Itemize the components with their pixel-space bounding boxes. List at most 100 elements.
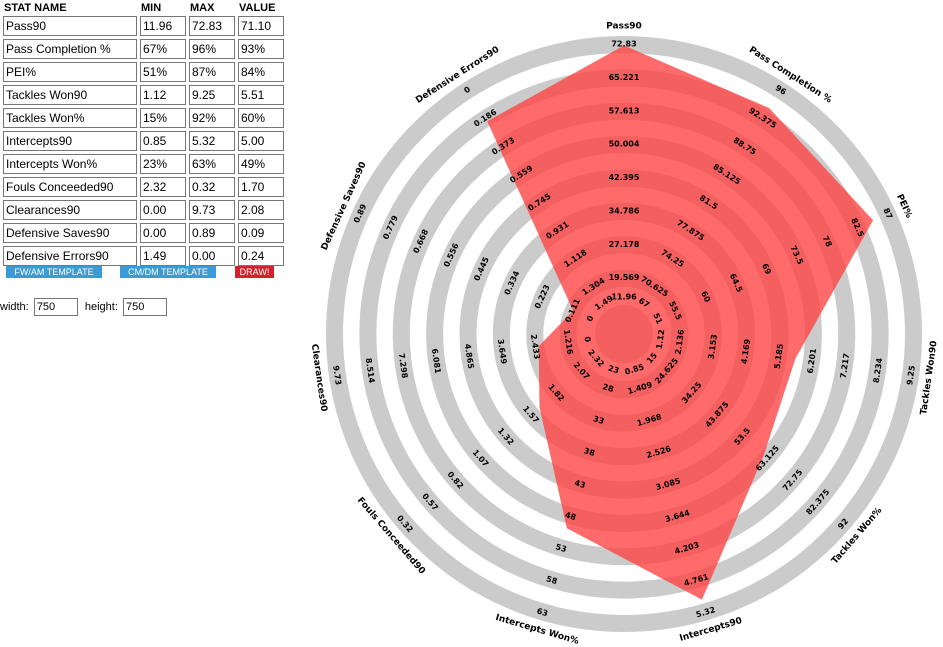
- table-cell: Tackles Won%: [3, 108, 137, 128]
- axis-tick-label: 7.217: [839, 353, 852, 379]
- table-cell: 87%: [189, 62, 235, 82]
- table-cell: 0.00: [140, 223, 186, 243]
- fw-am-template-button[interactable]: FW/AM TEMPLATE: [6, 266, 102, 278]
- max-input[interactable]: 87%: [189, 62, 235, 82]
- height-input[interactable]: 750: [122, 298, 167, 317]
- table-cell: 9.73: [189, 200, 235, 220]
- table-cell: 71.10: [238, 16, 284, 36]
- value-input[interactable]: 2.08: [238, 200, 284, 220]
- table-cell: 60%: [238, 108, 284, 128]
- min-input[interactable]: 1.12: [140, 85, 186, 105]
- axis-tick-label: 4.865: [463, 343, 476, 370]
- value-input[interactable]: 5.00: [238, 131, 284, 151]
- table-cell: 1.12: [140, 85, 186, 105]
- stat-name-input[interactable]: Intercepts90: [3, 131, 137, 151]
- stat-name-input[interactable]: Pass90: [3, 16, 137, 36]
- stat-name-input[interactable]: Fouls Conceeded90: [3, 177, 137, 197]
- table-cell: Clearances90: [3, 200, 137, 220]
- axis-tick-label: 7.298: [397, 353, 410, 380]
- max-input[interactable]: 72.83: [189, 16, 235, 36]
- stat-name-input[interactable]: PEI%: [3, 62, 137, 82]
- value-input[interactable]: 84%: [238, 62, 284, 82]
- axis-tick-label: 57.613: [609, 106, 640, 115]
- max-input[interactable]: 9.73: [189, 200, 235, 220]
- axis-tick-label: 5.185: [773, 343, 786, 370]
- max-input[interactable]: 63%: [189, 154, 235, 174]
- axis-tick-label: 8.514: [364, 357, 377, 384]
- stat-name-input[interactable]: Defensive Errors90: [3, 246, 137, 266]
- header-max: MAX: [190, 2, 215, 14]
- stat-name-input[interactable]: Tackles Won%: [3, 108, 137, 128]
- value-input[interactable]: 60%: [238, 108, 284, 128]
- min-input[interactable]: 0.00: [140, 200, 186, 220]
- axis-tick-label: 4.169: [740, 338, 753, 365]
- size-controls: width: 750 height: 750: [0, 297, 171, 317]
- axis-tick-label: 42.395: [609, 173, 640, 182]
- max-input[interactable]: 9.25: [189, 85, 235, 105]
- axis-tick-label: 28: [601, 382, 615, 394]
- value-input[interactable]: 93%: [238, 39, 284, 59]
- axis-tick-label: 87: [881, 207, 894, 221]
- min-input[interactable]: 1.49: [140, 246, 186, 266]
- stat-name-input[interactable]: Pass Completion %: [3, 39, 137, 59]
- table-row: Pass Completion % 67% 96% 93%: [3, 39, 284, 59]
- stats-table: STAT NAME MIN MAX VALUE Pass90 11.96 72.83…: [0, 0, 287, 269]
- axis-tick-label: 65.221: [609, 73, 640, 82]
- table-cell: 15%: [140, 108, 186, 128]
- table-cell: 84%: [238, 62, 284, 82]
- table-row: Defensive Saves90 0.00 0.89 0.09: [3, 223, 284, 243]
- table-cell: Defensive Errors90: [3, 246, 137, 266]
- max-input[interactable]: 0.32: [189, 177, 235, 197]
- min-input[interactable]: 23%: [140, 154, 186, 174]
- min-input[interactable]: 0.00: [140, 223, 186, 243]
- stat-name-input[interactable]: Tackles Won90: [3, 85, 137, 105]
- axis-tick-label: 1.12: [655, 329, 667, 350]
- min-input[interactable]: 11.96: [140, 16, 186, 36]
- axis-tick-label: 69: [760, 262, 773, 276]
- value-input[interactable]: 49%: [238, 154, 284, 174]
- value-input[interactable]: 71.10: [238, 16, 284, 36]
- max-input[interactable]: 96%: [189, 39, 235, 59]
- table-row: Pass90 11.96 72.83 71.10: [3, 16, 284, 36]
- stat-name-input[interactable]: Defensive Saves90: [3, 223, 137, 243]
- table-cell: 2.32: [140, 177, 186, 197]
- width-input[interactable]: 750: [33, 298, 78, 317]
- table-cell: 0.00: [189, 246, 235, 266]
- axis-tick-label: 60: [699, 290, 712, 304]
- max-input[interactable]: 92%: [189, 108, 235, 128]
- axis-tick-label: 3.649: [496, 338, 509, 365]
- table-cell: Tackles Won90: [3, 85, 137, 105]
- table-cell: 23%: [140, 154, 186, 174]
- min-input[interactable]: 51%: [140, 62, 186, 82]
- axis-tick-label: 2.136: [674, 328, 687, 355]
- axis-tick-label: 8.234: [872, 357, 885, 384]
- value-input[interactable]: 1.70: [238, 177, 284, 197]
- value-input[interactable]: 5.51: [238, 85, 284, 105]
- draw-button[interactable]: DRAW!: [235, 266, 274, 278]
- axis-tick-label: 48: [564, 510, 578, 522]
- value-input[interactable]: 0.09: [238, 223, 284, 243]
- table-cell: 51%: [140, 62, 186, 82]
- axis-tick-label: 6.201: [806, 347, 819, 374]
- stat-name-input[interactable]: Clearances90: [3, 200, 137, 220]
- axis-tick-label: 58: [545, 574, 559, 586]
- axis-tick-label: 23: [607, 364, 620, 376]
- min-input[interactable]: 15%: [140, 108, 186, 128]
- value-input[interactable]: 0.24: [238, 246, 284, 266]
- axis-tick-label: 3.153: [707, 334, 720, 360]
- table-row: Clearances90 0.00 9.73 2.08: [3, 200, 284, 220]
- stat-name-input[interactable]: Intercepts Won%: [3, 154, 137, 174]
- min-input[interactable]: 67%: [140, 39, 186, 59]
- table-cell: 5.32: [189, 131, 235, 151]
- cm-dm-template-button[interactable]: CM/DM TEMPLATE: [120, 266, 216, 278]
- axis-tick-label: 78: [821, 234, 834, 248]
- min-input[interactable]: 0.85: [140, 131, 186, 151]
- max-input[interactable]: 0.00: [189, 246, 235, 266]
- radar-value-polygon: [487, 45, 874, 600]
- max-input[interactable]: 5.32: [189, 131, 235, 151]
- axis-tick-label: 2.433: [529, 334, 542, 360]
- table-cell: 63%: [189, 154, 235, 174]
- min-input[interactable]: 2.32: [140, 177, 186, 197]
- table-cell: 96%: [189, 39, 235, 59]
- max-input[interactable]: 0.89: [189, 223, 235, 243]
